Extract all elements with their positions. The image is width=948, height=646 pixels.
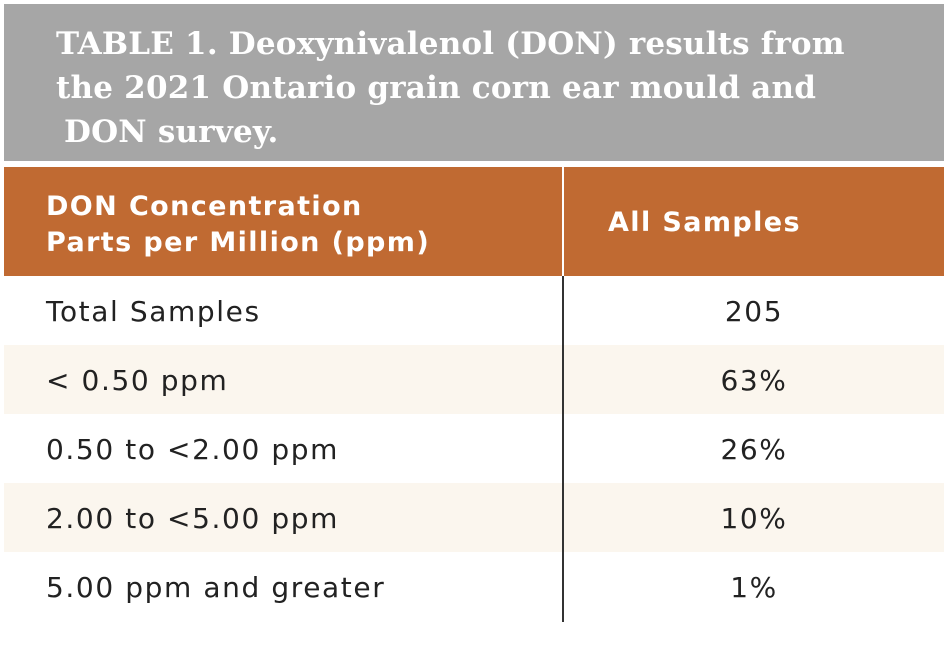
row-value: 63% — [720, 364, 788, 397]
row-label: 2.00 to <5.00 ppm — [46, 502, 339, 535]
row-label: 5.00 ppm and greater — [46, 571, 386, 604]
table-body: Total Samples 205 < 0.50 ppm 63% 0.50 to… — [4, 276, 944, 621]
body-column-divider — [562, 276, 564, 622]
table-row: 2.00 to <5.00 ppm 10% — [4, 483, 944, 552]
row-value: 10% — [720, 502, 788, 535]
row-label: 0.50 to <2.00 ppm — [46, 433, 339, 466]
row-value: 1% — [730, 571, 778, 604]
table-row: < 0.50 ppm 63% — [4, 345, 944, 414]
row-value: 205 — [724, 295, 784, 328]
table-title-line-2: the 2021 Ontario grain corn ear mould an… — [56, 70, 817, 106]
row-label: < 0.50 ppm — [46, 364, 229, 397]
column-header-all-samples: All Samples — [608, 207, 801, 238]
column-header-concentration: DON Concentration Parts per Million (ppm… — [46, 189, 430, 261]
header-column-divider — [562, 167, 564, 276]
table-row: 0.50 to <2.00 ppm 26% — [4, 414, 944, 483]
column-header-concentration-line-1: DON Concentration — [46, 191, 363, 222]
table-header-row: DON Concentration Parts per Million (ppm… — [4, 167, 944, 276]
row-label: Total Samples — [46, 295, 261, 328]
table-row: Total Samples 205 — [4, 276, 944, 345]
row-value: 26% — [720, 433, 788, 466]
title-bar: TABLE 1. Deoxynivalenol (DON) results fr… — [4, 4, 944, 161]
column-header-concentration-line-2: Parts per Million (ppm) — [46, 227, 431, 258]
table-row: 5.00 ppm and greater 1% — [4, 552, 944, 621]
table-title-line-3: DON survey. — [64, 114, 279, 150]
table-title-line-1: TABLE 1. Deoxynivalenol (DON) results fr… — [56, 26, 845, 62]
